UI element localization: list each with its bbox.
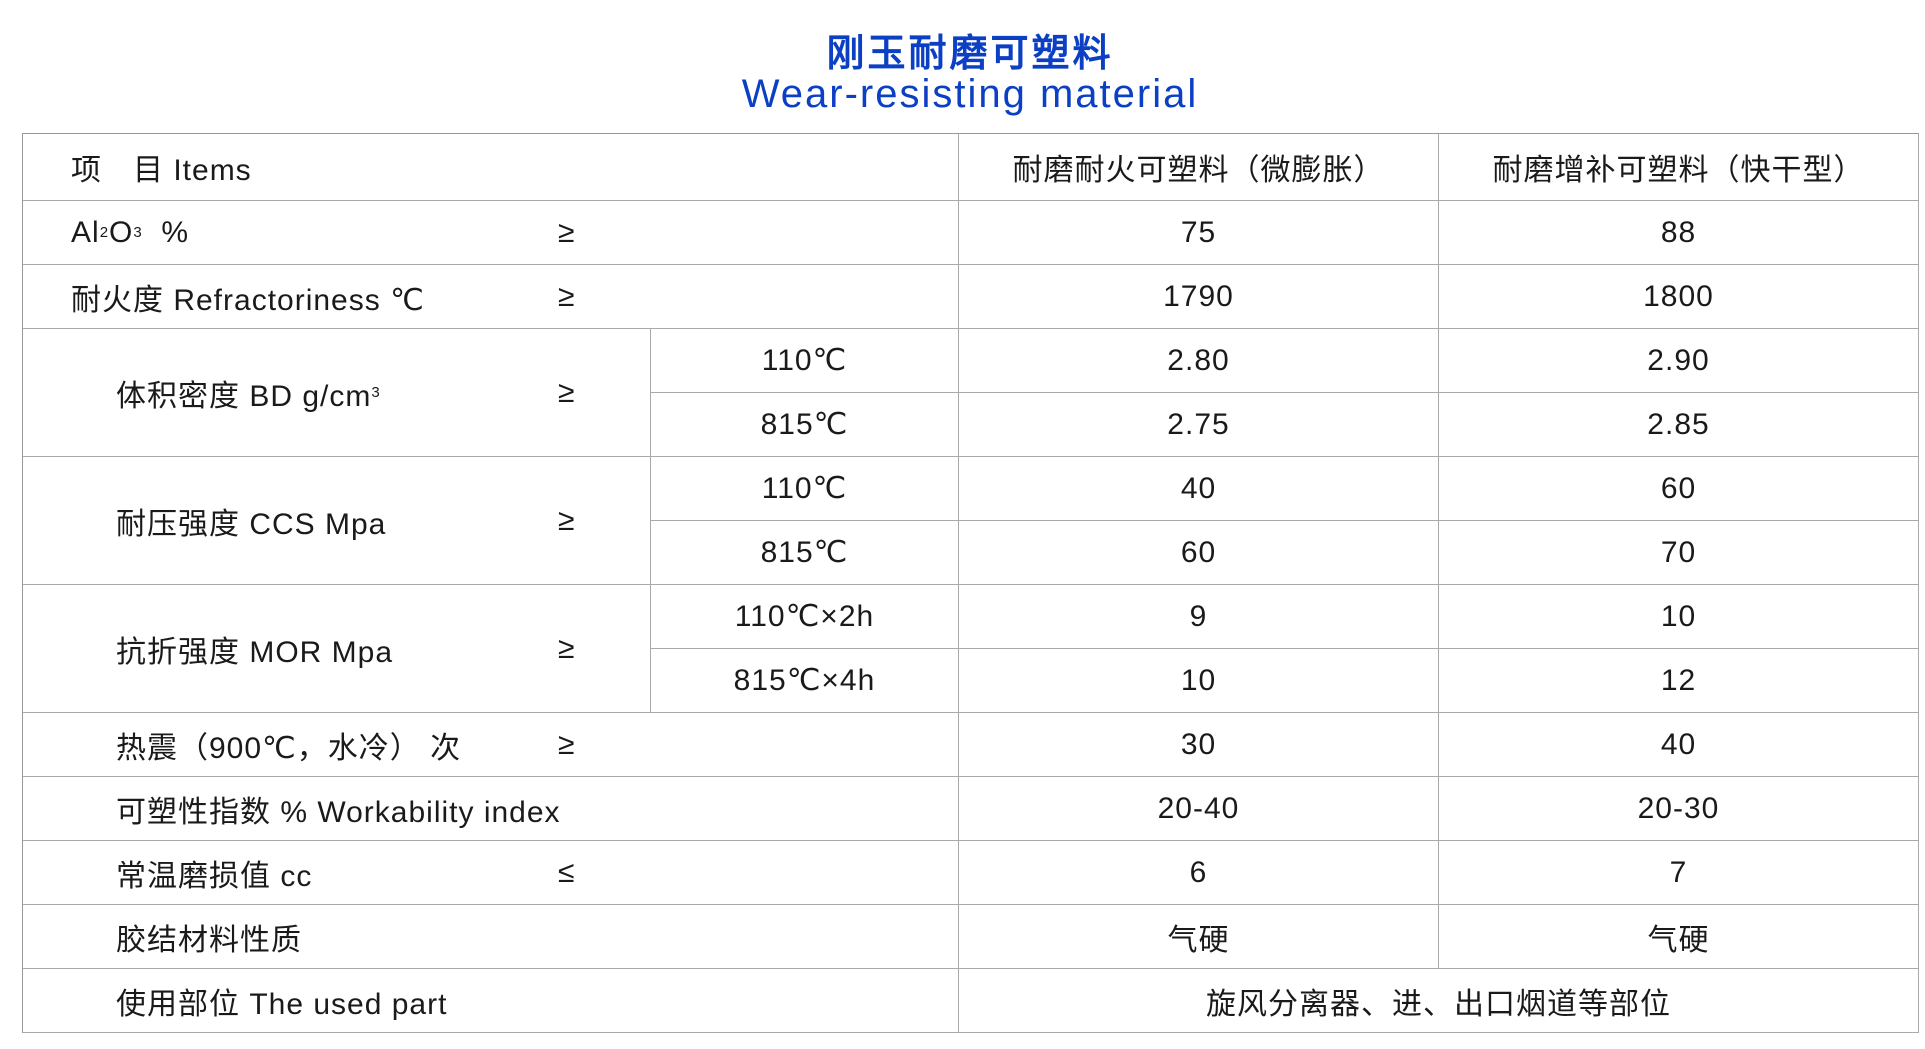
row-label-al2o3: Al 2 O 3 % ≥ [23,201,959,265]
value: 40 [1439,713,1919,777]
condition: 815℃ [651,521,959,585]
row-label: 抗折强度 MOR Mpa ≥ [23,585,651,713]
label-text: 体积密度 BD g/cm [116,379,372,413]
value: 气硬 [959,905,1439,969]
subscript: 3 [133,224,143,241]
label-text: 使用部位 The used part [116,987,448,1021]
sign: ≥ [558,279,576,313]
value: 6 [959,841,1439,905]
sign: ≤ [558,855,576,889]
condition: 815℃×4h [651,649,959,713]
label-part: Al [71,215,100,249]
value: 20-30 [1439,777,1919,841]
value: 60 [959,521,1439,585]
value: 30 [959,713,1439,777]
value: 40 [959,457,1439,521]
value: 75 [959,201,1439,265]
value: 9 [959,585,1439,649]
sign: ≥ [558,375,576,409]
label-text: 常温磨损值 cc [116,859,313,893]
value: 气硬 [1439,905,1919,969]
value: 2.80 [959,329,1439,393]
label-part: O [109,215,134,249]
row-label: 耐压强度 CCS Mpa ≥ [23,457,651,585]
value: 2.90 [1439,329,1919,393]
value: 88 [1439,201,1919,265]
title-chinese: 刚玉耐磨可塑料 [826,31,1114,75]
row-label: 常温磨损值 cc ≤ [23,841,959,905]
row-label: 可塑性指数 % Workability index [23,777,959,841]
sign: ≥ [558,215,576,249]
label-text: 可塑性指数 % Workability index [116,795,561,829]
value: 70 [1439,521,1919,585]
superscript: 3 [371,384,381,401]
value: 1790 [959,265,1439,329]
condition: 110℃ [651,329,959,393]
condition: 815℃ [651,393,959,457]
label-text: 耐火度 Refractoriness ℃ [71,283,425,317]
label-text: 耐压强度 CCS Mpa [116,507,387,541]
title-english: Wear-resisting material [741,72,1199,116]
value: 2.75 [959,393,1439,457]
value: 旋风分离器、进、出口烟道等部位 [959,969,1919,1033]
header-col1: 耐磨耐火可塑料（微膨胀） [959,134,1439,201]
row-label: 耐火度 Refractoriness ℃ ≥ [23,265,959,329]
value: 7 [1439,841,1919,905]
condition: 110℃×2h [651,585,959,649]
label-part: % [142,215,190,249]
label-text: 热震（900℃，水冷） 次 [116,731,462,765]
sign: ≥ [558,727,576,761]
row-label: 热震（900℃，水冷） 次 ≥ [23,713,959,777]
value: 1800 [1439,265,1919,329]
sign: ≥ [558,503,576,537]
header-items: 项 目 Items [23,134,959,201]
row-label: 胶结材料性质 [23,905,959,969]
row-label: 体积密度 BD g/cm 3 ≥ [23,329,651,457]
sign: ≥ [558,631,576,665]
row-label: 使用部位 The used part [23,969,959,1033]
properties-table: 项 目 Items 耐磨耐火可塑料（微膨胀） 耐磨增补可塑料（快干型） Al 2 O… [22,133,1919,1033]
value: 60 [1439,457,1919,521]
condition: 110℃ [651,457,959,521]
label-text: 胶结材料性质 [116,923,302,957]
value: 10 [959,649,1439,713]
value: 2.85 [1439,393,1919,457]
subscript: 2 [99,224,110,241]
value: 20-40 [959,777,1439,841]
value: 10 [1439,585,1919,649]
value: 12 [1439,649,1919,713]
header-col2: 耐磨增补可塑料（快干型） [1439,134,1919,201]
label-text: 抗折强度 MOR Mpa [116,635,394,669]
